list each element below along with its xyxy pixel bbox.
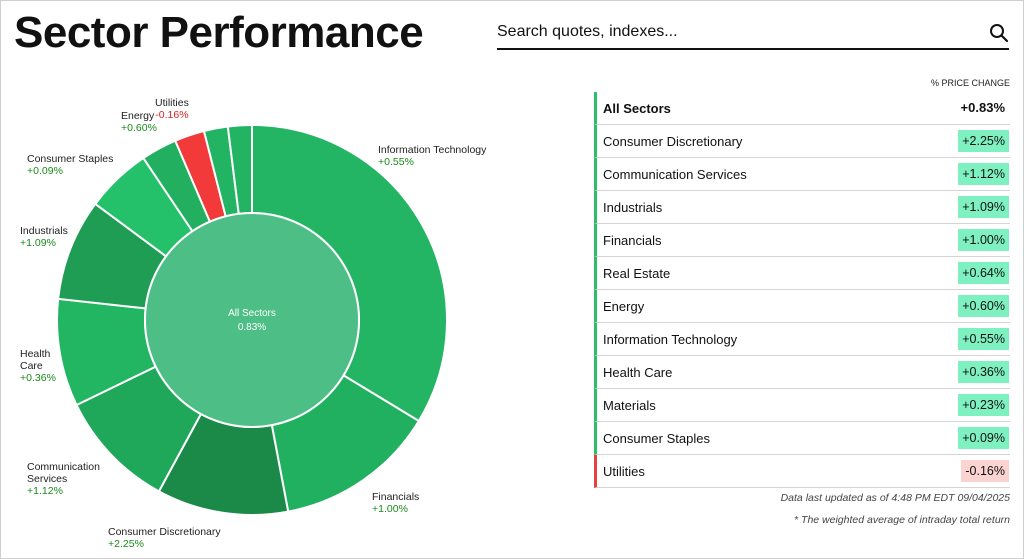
row-value: +0.23% [958, 394, 1009, 416]
row-value: +0.36% [958, 361, 1009, 383]
label-communication-services: Communication Services +1.12% [27, 461, 100, 497]
label-utilities: Utilities -0.16% [155, 97, 189, 121]
label-information-technology: Information Technology +0.55% [378, 144, 487, 168]
row-name: Consumer Discretionary [603, 133, 743, 149]
search-icon[interactable] [989, 23, 1009, 43]
page-title: Sector Performance [14, 8, 424, 57]
table-row[interactable]: Materials +0.23% [594, 389, 1010, 422]
donut-center-value: 0.83% [238, 322, 266, 333]
row-value: +1.09% [958, 196, 1009, 218]
row-value: +1.12% [958, 163, 1009, 185]
label-consumer-staples: Consumer Staples +0.09% [27, 153, 114, 177]
row-value: +0.64% [958, 262, 1009, 284]
row-value: +0.09% [958, 427, 1009, 449]
sector-donut-chart: All Sectors 0.83% Utilities -0.16% Energ… [0, 70, 500, 559]
label-health-care: Health Care +0.36% [20, 348, 56, 384]
table-row[interactable]: Industrials +1.09% [594, 191, 1010, 224]
row-name: Industrials [603, 199, 663, 215]
row-value: +1.00% [958, 229, 1009, 251]
row-name: Materials [603, 397, 656, 413]
sector-rows: All Sectors +0.83% Consumer Discretionar… [594, 92, 1010, 488]
search-bar[interactable] [497, 18, 1009, 50]
last-updated-note: Data last updated as of 4:48 PM EDT 09/0… [780, 492, 1010, 504]
row-value: +0.60% [958, 295, 1009, 317]
row-name: Information Technology [603, 331, 738, 347]
label-industrials: Industrials +1.09% [20, 225, 68, 249]
row-name: Energy [603, 298, 645, 314]
table-row[interactable]: Information Technology +0.55% [594, 323, 1010, 356]
label-consumer-discretionary: Consumer Discretionary +2.25% [108, 526, 221, 550]
row-value: -0.16% [961, 460, 1009, 482]
sector-table: % PRICE CHANGE All Sectors +0.83% Consum… [594, 78, 1010, 488]
search-input[interactable] [497, 18, 967, 46]
table-row[interactable]: Financials +1.00% [594, 224, 1010, 257]
donut-svg: All Sectors 0.83% [56, 123, 448, 516]
table-row[interactable]: Consumer Discretionary +2.25% [594, 125, 1010, 158]
row-name: Real Estate [603, 265, 671, 281]
weighted-average-note: * The weighted average of intraday total… [794, 514, 1010, 526]
donut-center[interactable] [144, 212, 360, 428]
row-name: All Sectors [603, 100, 671, 116]
row-name: Financials [603, 232, 662, 248]
table-row[interactable]: Consumer Staples +0.09% [594, 422, 1010, 455]
label-financials: Financials +1.00% [372, 491, 420, 515]
label-energy: Energy +0.60% [121, 110, 157, 134]
column-header-price-change: % PRICE CHANGE [930, 78, 1010, 88]
row-value: +0.83% [960, 100, 1005, 115]
table-row[interactable]: Energy +0.60% [594, 290, 1010, 323]
row-name: Utilities [603, 463, 645, 479]
row-value: +2.25% [958, 130, 1009, 152]
row-name: Health Care [603, 364, 673, 380]
table-row-all-sectors[interactable]: All Sectors +0.83% [594, 92, 1010, 125]
donut-center-name: All Sectors [228, 308, 276, 319]
table-row[interactable]: Health Care +0.36% [594, 356, 1010, 389]
row-name: Communication Services [603, 166, 747, 182]
row-value: +0.55% [958, 328, 1009, 350]
table-row[interactable]: Real Estate +0.64% [594, 257, 1010, 290]
row-name: Consumer Staples [603, 430, 710, 446]
table-row[interactable]: Utilities -0.16% [594, 455, 1010, 488]
table-row[interactable]: Communication Services +1.12% [594, 158, 1010, 191]
